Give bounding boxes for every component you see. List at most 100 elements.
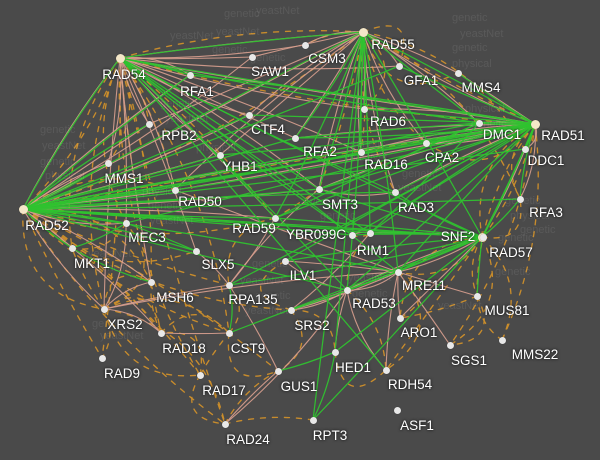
graph-node-ybr099c[interactable]	[348, 231, 356, 239]
edges-yeastnet-group	[22, 31, 536, 421]
graph-node-asf1[interactable]	[393, 406, 401, 414]
graph-node-rad18[interactable]	[157, 329, 165, 337]
edge-physical	[346, 271, 399, 291]
edge-yeastnet	[119, 57, 387, 371]
edge-physical	[103, 308, 162, 334]
edge-yeastnet	[312, 236, 483, 421]
edge-genetic	[449, 295, 485, 346]
edge-physical	[399, 236, 483, 319]
graph-node-hed1[interactable]	[331, 348, 339, 356]
edge-physical	[174, 31, 364, 191]
edge-genetic	[22, 208, 105, 310]
edge-physical	[119, 56, 253, 60]
graph-node-rad57[interactable]	[479, 233, 487, 241]
edge-yeastnet	[125, 222, 197, 252]
edge-genetic	[397, 236, 483, 275]
graph-node-gus1[interactable]	[274, 367, 282, 375]
edge-genetic	[160, 313, 230, 334]
edge-genetic	[191, 374, 226, 425]
graph-node-msh6[interactable]	[147, 278, 155, 286]
graph-node-mec3[interactable]	[122, 219, 130, 227]
edge-yeastnet	[71, 222, 127, 249]
edge-genetic	[103, 222, 145, 310]
edge-genetic	[119, 30, 364, 59]
edge-yeastnet	[22, 154, 221, 210]
edge-yeastnet	[294, 31, 364, 139]
graph-node-rad55[interactable]	[358, 27, 368, 37]
graph-node-rdh54[interactable]	[382, 366, 390, 374]
graph-node-smt3[interactable]	[315, 185, 323, 193]
graph-node-rim1[interactable]	[366, 229, 374, 237]
graph-node-rpb2[interactable]	[145, 120, 153, 128]
edge-physical	[22, 208, 152, 283]
graph-node-rad16[interactable]	[357, 148, 365, 156]
edge-yeastnet	[22, 123, 536, 210]
edge-yeastnet	[119, 57, 191, 76]
graph-node-rad6[interactable]	[360, 105, 368, 113]
graph-node-yhb1[interactable]	[216, 151, 224, 159]
graph-node-ilv1[interactable]	[281, 257, 289, 265]
graph-node-rpa135[interactable]	[225, 281, 233, 289]
edge-yeastnet	[369, 123, 536, 234]
graph-node-mms22[interactable]	[498, 336, 506, 344]
edge-physical	[119, 57, 150, 125]
graph-node-ddc1[interactable]	[521, 145, 529, 153]
edge-physical	[103, 281, 152, 310]
graph-node-rad54[interactable]	[115, 53, 125, 63]
graph-node-cst9[interactable]	[225, 329, 233, 337]
edge-yeastnet	[228, 123, 536, 286]
graph-node-slx5[interactable]	[192, 247, 200, 255]
edge-yeastnet	[22, 208, 371, 234]
edge-physical	[119, 44, 306, 59]
edge-physical	[362, 31, 480, 124]
graph-node-rpt3[interactable]	[309, 416, 317, 424]
graph-node-rfa1[interactable]	[186, 71, 194, 79]
graph-node-rad50[interactable]	[171, 186, 179, 194]
graph-node-rad51[interactable]	[530, 119, 540, 129]
graph-node-mus81[interactable]	[473, 292, 481, 300]
graph-node-mms1[interactable]	[104, 159, 112, 167]
edge-yeastnet	[22, 208, 127, 224]
graph-node-srs2[interactable]	[287, 306, 295, 314]
edge-physical	[519, 123, 536, 200]
edge-physical	[397, 271, 478, 297]
graph-node-rad24[interactable]	[221, 420, 229, 428]
edge-genetic	[362, 31, 536, 125]
graph-node-sgs1[interactable]	[446, 341, 454, 349]
graph-node-ctf4[interactable]	[245, 111, 253, 119]
edge-yeastnet	[476, 236, 483, 297]
graph-node-xrs2[interactable]	[100, 305, 108, 313]
edge-genetic	[22, 208, 279, 372]
graph-node-rad59[interactable]	[271, 214, 279, 222]
graph-node-dmc1[interactable]	[475, 119, 483, 127]
edge-genetic	[224, 416, 314, 425]
edge-yeastnet	[277, 351, 336, 372]
edge-yeastnet	[22, 148, 526, 210]
graph-node-rad9[interactable]	[98, 354, 106, 362]
edge-physical	[22, 162, 109, 210]
edge-yeastnet	[22, 31, 364, 210]
edge-genetic	[22, 57, 121, 210]
graph-node-rad17[interactable]	[196, 371, 204, 379]
graph-node-rad53[interactable]	[343, 286, 351, 294]
graph-node-csm3[interactable]	[301, 41, 309, 49]
graph-node-rfa3[interactable]	[516, 195, 524, 203]
graph-node-rad3[interactable]	[391, 188, 399, 196]
edge-genetic	[103, 298, 230, 334]
edge-genetic	[119, 57, 230, 334]
graph-node-rad52[interactable]	[18, 204, 28, 214]
graph-node-cpa2[interactable]	[422, 139, 430, 147]
graph-node-saw1[interactable]	[248, 53, 256, 61]
edge-yeastnet	[351, 123, 536, 236]
edge-genetic	[103, 308, 201, 377]
edge-genetic	[22, 208, 201, 376]
graph-node-aro1[interactable]	[396, 314, 404, 322]
edge-yeastnet	[318, 122, 480, 190]
edge-physical	[103, 57, 121, 310]
graph-node-gfa1[interactable]	[395, 62, 403, 70]
graph-node-mre11[interactable]	[394, 268, 402, 276]
graph-node-rfa2[interactable]	[291, 134, 299, 142]
edge-yeastnet	[362, 31, 536, 125]
graph-node-mms4[interactable]	[454, 69, 462, 77]
graph-node-mkt1[interactable]	[68, 244, 76, 252]
